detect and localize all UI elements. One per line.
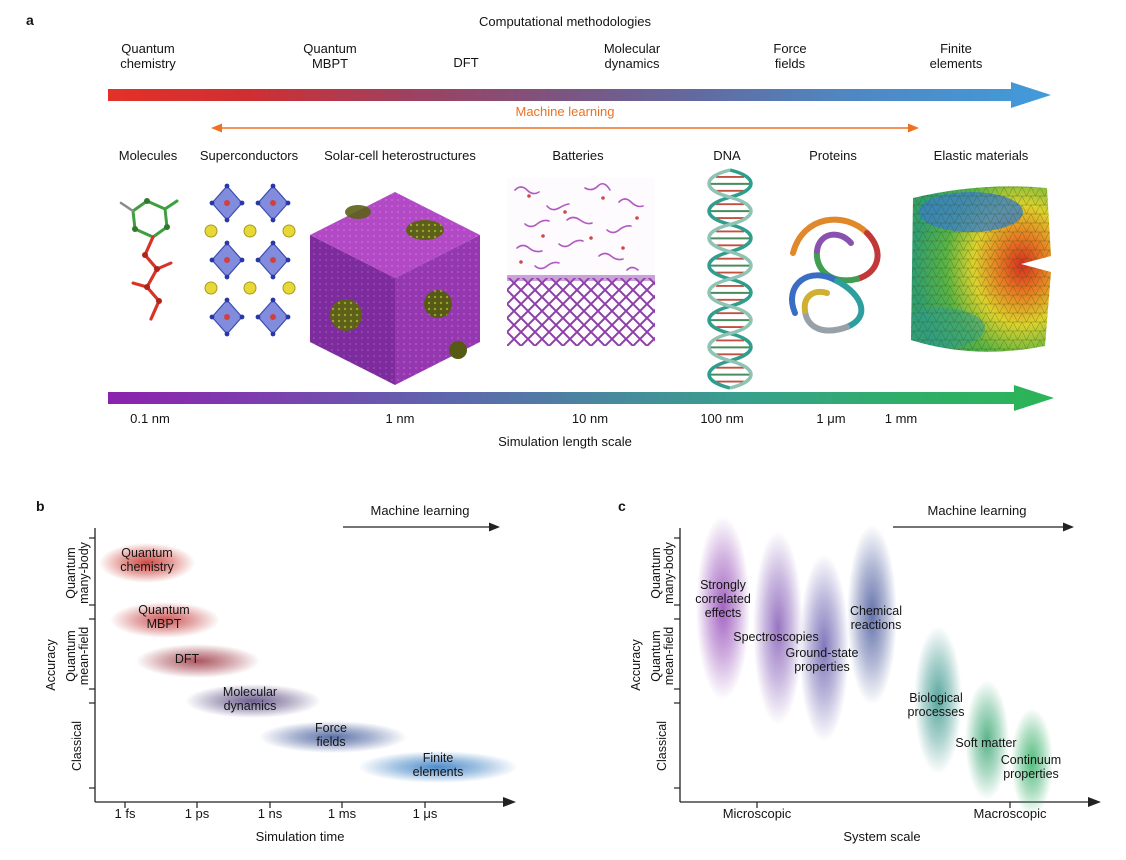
elastic-materials-image <box>911 186 1051 352</box>
panel-b-letter: b <box>36 498 45 514</box>
blob-label-continuum-properties: Continuum properties <box>1000 753 1062 781</box>
panel-a-letter: a <box>26 12 34 28</box>
panel-c-xtick-1: Macroscopic <box>973 806 1047 821</box>
scale-tick-3: 100 nm <box>700 411 744 426</box>
machine-learning-label-b: Machine learning <box>370 503 470 518</box>
solar-cell-heterostructures-image <box>310 192 480 385</box>
scale-tick-2: 10 nm <box>571 411 609 426</box>
machine-learning-arrow-b <box>343 522 500 532</box>
panel-c-xlabel: System scale <box>843 829 921 844</box>
method-label-force-fields: Force fields <box>773 41 807 71</box>
panel-c-xtick-0: Microscopic <box>722 806 792 821</box>
blob-label-force-fields: Force fields <box>315 721 347 749</box>
method-label-finite-elements: Finite elements <box>929 41 983 71</box>
proteins-image <box>789 216 881 334</box>
panel-c-letter: c <box>618 498 626 514</box>
panel-b-xtick-2: 1 ns <box>257 806 283 821</box>
panel-b-xtick-4: 1 μs <box>412 806 438 821</box>
length-scale-gradient-arrow <box>108 385 1054 411</box>
method-label-quantum-chemistry: Quantum chemistry <box>120 41 176 71</box>
application-label-solar-cell: Solar-cell heterostructures <box>324 148 476 163</box>
application-label-proteins: Proteins <box>809 148 857 163</box>
application-label-molecules: Molecules <box>118 148 178 163</box>
molecules-image <box>119 198 179 321</box>
panel-b-xtick-0: 1 fs <box>114 806 136 821</box>
panel-c-ycat-classical: Classical <box>655 721 670 772</box>
blob-label-soft-matter: Soft matter <box>955 736 1017 750</box>
machine-learning-arrow-a <box>211 123 919 133</box>
methodology-gradient-arrow <box>108 82 1051 108</box>
scale-tick-5: 1 mm <box>884 411 918 426</box>
method-label-quantum-mbpt: Quantum MBPT <box>303 41 357 71</box>
panel-b-xtick-1: 1 ps <box>184 806 210 821</box>
blob-label-molecular-dynamics: Molecular dynamics <box>222 685 278 713</box>
blob-label-biological-processes: Biological processes <box>907 691 965 719</box>
scale-tick-1: 1 nm <box>385 411 415 426</box>
panel-b-axes <box>89 528 516 808</box>
batteries-image <box>507 178 655 346</box>
scale-tick-4: 1 μm <box>816 411 846 426</box>
panel-a-title: Computational methodologies <box>479 14 651 29</box>
scale-tick-0: 0.1 nm <box>130 411 170 426</box>
panel-b-xtick-3: 1 ms <box>327 806 357 821</box>
application-label-superconductors: Superconductors <box>199 148 299 163</box>
dna-image <box>707 168 753 390</box>
length-scale-axis-label: Simulation length scale <box>498 434 632 449</box>
blob-label-quantum-chemistry: Quantum chemistry <box>120 546 174 574</box>
machine-learning-label-c: Machine learning <box>927 503 1027 518</box>
blob-label-strongly-correlated: Strongly correlated effects <box>695 578 751 620</box>
panel-b-ycat-classical: Classical <box>70 721 85 772</box>
method-label-molecular-dynamics: Molecular dynamics <box>603 41 661 71</box>
panel-c-ycat-mean-field: Quantum mean-field <box>648 626 677 686</box>
blob-label-ground-state-properties: Ground-state properties <box>785 646 859 674</box>
blob-label-spectroscopies: Spectroscopies <box>733 630 819 644</box>
application-label-dna: DNA <box>713 148 741 163</box>
machine-learning-label-a: Machine learning <box>515 104 615 119</box>
blob-label-chemical-reactions: Chemical reactions <box>849 604 903 632</box>
panel-b-xlabel: Simulation time <box>255 829 345 844</box>
blob-label-dft: DFT <box>174 652 200 666</box>
superconductors-image <box>204 183 296 337</box>
method-label-dft: DFT <box>453 55 479 70</box>
blob-label-finite-elements: Finite elements <box>412 751 464 779</box>
blob-label-quantum-mbpt: Quantum MBPT <box>138 603 190 631</box>
panel-b-ycat-mean-field: Quantum mean-field <box>63 626 92 686</box>
machine-learning-arrow-c <box>893 522 1074 532</box>
application-label-elastic-materials: Elastic materials <box>933 148 1029 163</box>
application-label-batteries: Batteries <box>552 148 604 163</box>
